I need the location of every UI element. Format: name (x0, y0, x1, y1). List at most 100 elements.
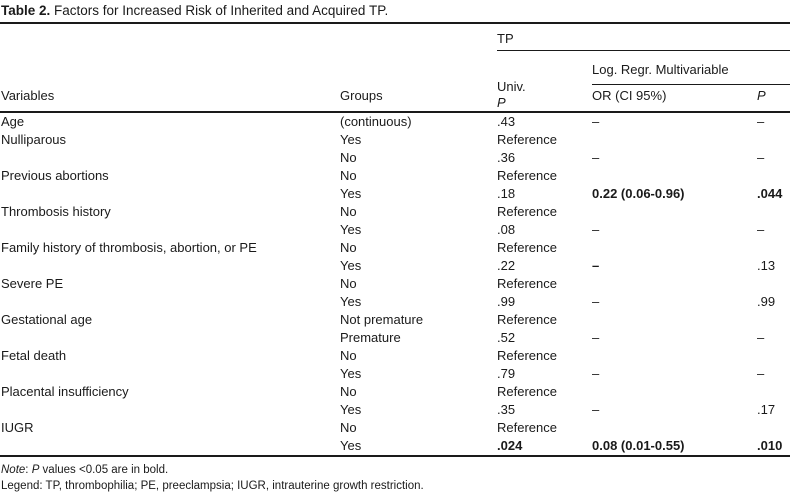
cell-variable: IUGR (1, 420, 34, 435)
cell-group: No (340, 348, 357, 363)
cell-group: Yes (340, 132, 362, 147)
cell-variable (0, 437, 340, 457)
cell-p (757, 275, 790, 293)
cell-p (757, 419, 790, 437)
cell-or-ci (592, 131, 757, 149)
col-header-variables: Variables (0, 84, 340, 113)
cell-group: No (340, 240, 357, 255)
table-row: Premature .52 – – (0, 329, 790, 347)
cell-or-ci: 0.22 (0.06-0.96) (592, 186, 685, 201)
table-row: Yes .18 0.22 (0.06-0.96) .044 (0, 185, 790, 203)
col-header-univ-label: Univ. (497, 79, 526, 94)
cell-variable (0, 257, 340, 275)
cell-variable: Previous abortions (1, 168, 109, 183)
table-row: Placental insufficiency No Reference (0, 383, 790, 401)
table-row: IUGR No Reference (0, 419, 790, 437)
cell-variable (0, 401, 340, 419)
cell-univ-p: Reference (497, 420, 557, 435)
header-spacer (0, 50, 497, 84)
cell-or-ci (592, 419, 757, 437)
cell-or-ci: – (592, 294, 600, 309)
col-header-groups: Groups (340, 84, 497, 113)
cell-variable (0, 221, 340, 239)
col-group-header-tp: TP (497, 23, 790, 51)
table-row: Yes .35 – .17 (0, 401, 790, 419)
col-group-header-logregr: Log. Regr. Multivariable (592, 50, 790, 85)
data-table: TP Univ. P Log. Regr. Multivariable Vari… (0, 22, 790, 457)
table-row: Yes .22 – .13 (0, 257, 790, 275)
cell-univ-p: .43 (497, 114, 516, 129)
table-row: Fetal death No Reference (0, 347, 790, 365)
cell-group: Yes (340, 437, 497, 457)
cell-p: – (757, 114, 765, 129)
cell-univ-p: Reference (497, 384, 557, 399)
cell-variable: Fetal death (1, 348, 67, 363)
cell-p: .010 (757, 437, 790, 457)
cell-or-ci: 0.08 (0.01-0.55) (592, 437, 757, 457)
cell-group: No (340, 150, 357, 165)
cell-univ-p: Reference (497, 240, 557, 255)
cell-variable: Nulliparous (1, 132, 67, 147)
cell-univ-p: Reference (497, 312, 557, 327)
table-row: Gestational age Not premature Reference (0, 311, 790, 329)
cell-variable (0, 293, 340, 311)
table-row: Yes .79 – – (0, 365, 790, 383)
table-caption: Table 2. Factors for Increased Risk of I… (0, 0, 790, 21)
header-row-columns: Variables Groups OR (CI 95%) P (0, 84, 790, 113)
cell-univ-p: Reference (497, 132, 557, 147)
cell-variable (0, 149, 340, 167)
cell-group: No (340, 168, 357, 183)
cell-group: (continuous) (340, 114, 412, 129)
cell-or-ci (592, 203, 757, 221)
table-row: Nulliparous Yes Reference (0, 131, 790, 149)
cell-univ-p: .22 (497, 258, 516, 273)
cell-variable: Severe PE (1, 276, 64, 291)
cell-or-ci (592, 275, 757, 293)
col-header-or-ci: OR (CI 95%) (592, 84, 757, 113)
cell-p (757, 131, 790, 149)
cell-or-ci: – (592, 258, 600, 273)
note-text: values <0.05 are in bold. (39, 464, 169, 476)
cell-group: No (340, 276, 357, 291)
table-row: Severe PE No Reference (0, 275, 790, 293)
legend-footnote: Legend: TP, thrombophilia; PE, preeclamp… (1, 480, 424, 492)
cell-group: Yes (340, 402, 362, 417)
cell-variable: Thrombosis history (1, 204, 111, 219)
cell-variable (0, 185, 340, 203)
cell-group: Not premature (340, 312, 424, 327)
table-title-text: Factors for Increased Risk of Inherited … (50, 3, 389, 18)
header-row-tp: TP (0, 23, 790, 51)
cell-group: No (340, 420, 357, 435)
table-row: Yes .024 0.08 (0.01-0.55) .010 (0, 437, 790, 457)
cell-univ-p: .79 (497, 366, 516, 381)
table-row: Age (continuous) .43 – – (0, 112, 790, 131)
cell-or-ci: – (592, 366, 600, 381)
cell-univ-p: .52 (497, 330, 516, 345)
cell-univ-p: .18 (497, 186, 516, 201)
cell-group: Yes (340, 294, 362, 309)
col-header-univ-p-label: P (497, 95, 506, 110)
cell-variable: Gestational age (1, 312, 93, 327)
cell-or-ci (592, 383, 757, 401)
cell-group: Yes (340, 222, 362, 237)
cell-univ-p: .99 (497, 294, 516, 309)
cell-or-ci (592, 239, 757, 257)
cell-p (757, 167, 790, 185)
note-p-symbol: P (31, 464, 40, 476)
cell-or-ci: – (592, 402, 600, 417)
cell-group: No (340, 204, 357, 219)
cell-p: .13 (757, 258, 776, 273)
header-row-subgroups: Univ. P Log. Regr. Multivariable (0, 50, 790, 113)
table-body: Age (continuous) .43 – – Nulliparous Yes… (0, 112, 790, 457)
cell-p: .99 (757, 294, 776, 309)
cell-group: No (340, 384, 357, 399)
table-row: Yes .99 – .99 (0, 293, 790, 311)
cell-p (757, 383, 790, 401)
cell-p: – (757, 150, 765, 165)
cell-p (757, 239, 790, 257)
table-row: Family history of thrombosis, abortion, … (0, 239, 790, 257)
table-row: Previous abortions No Reference (0, 167, 790, 185)
cell-or-ci (592, 347, 757, 365)
cell-variable: Age (1, 114, 25, 129)
